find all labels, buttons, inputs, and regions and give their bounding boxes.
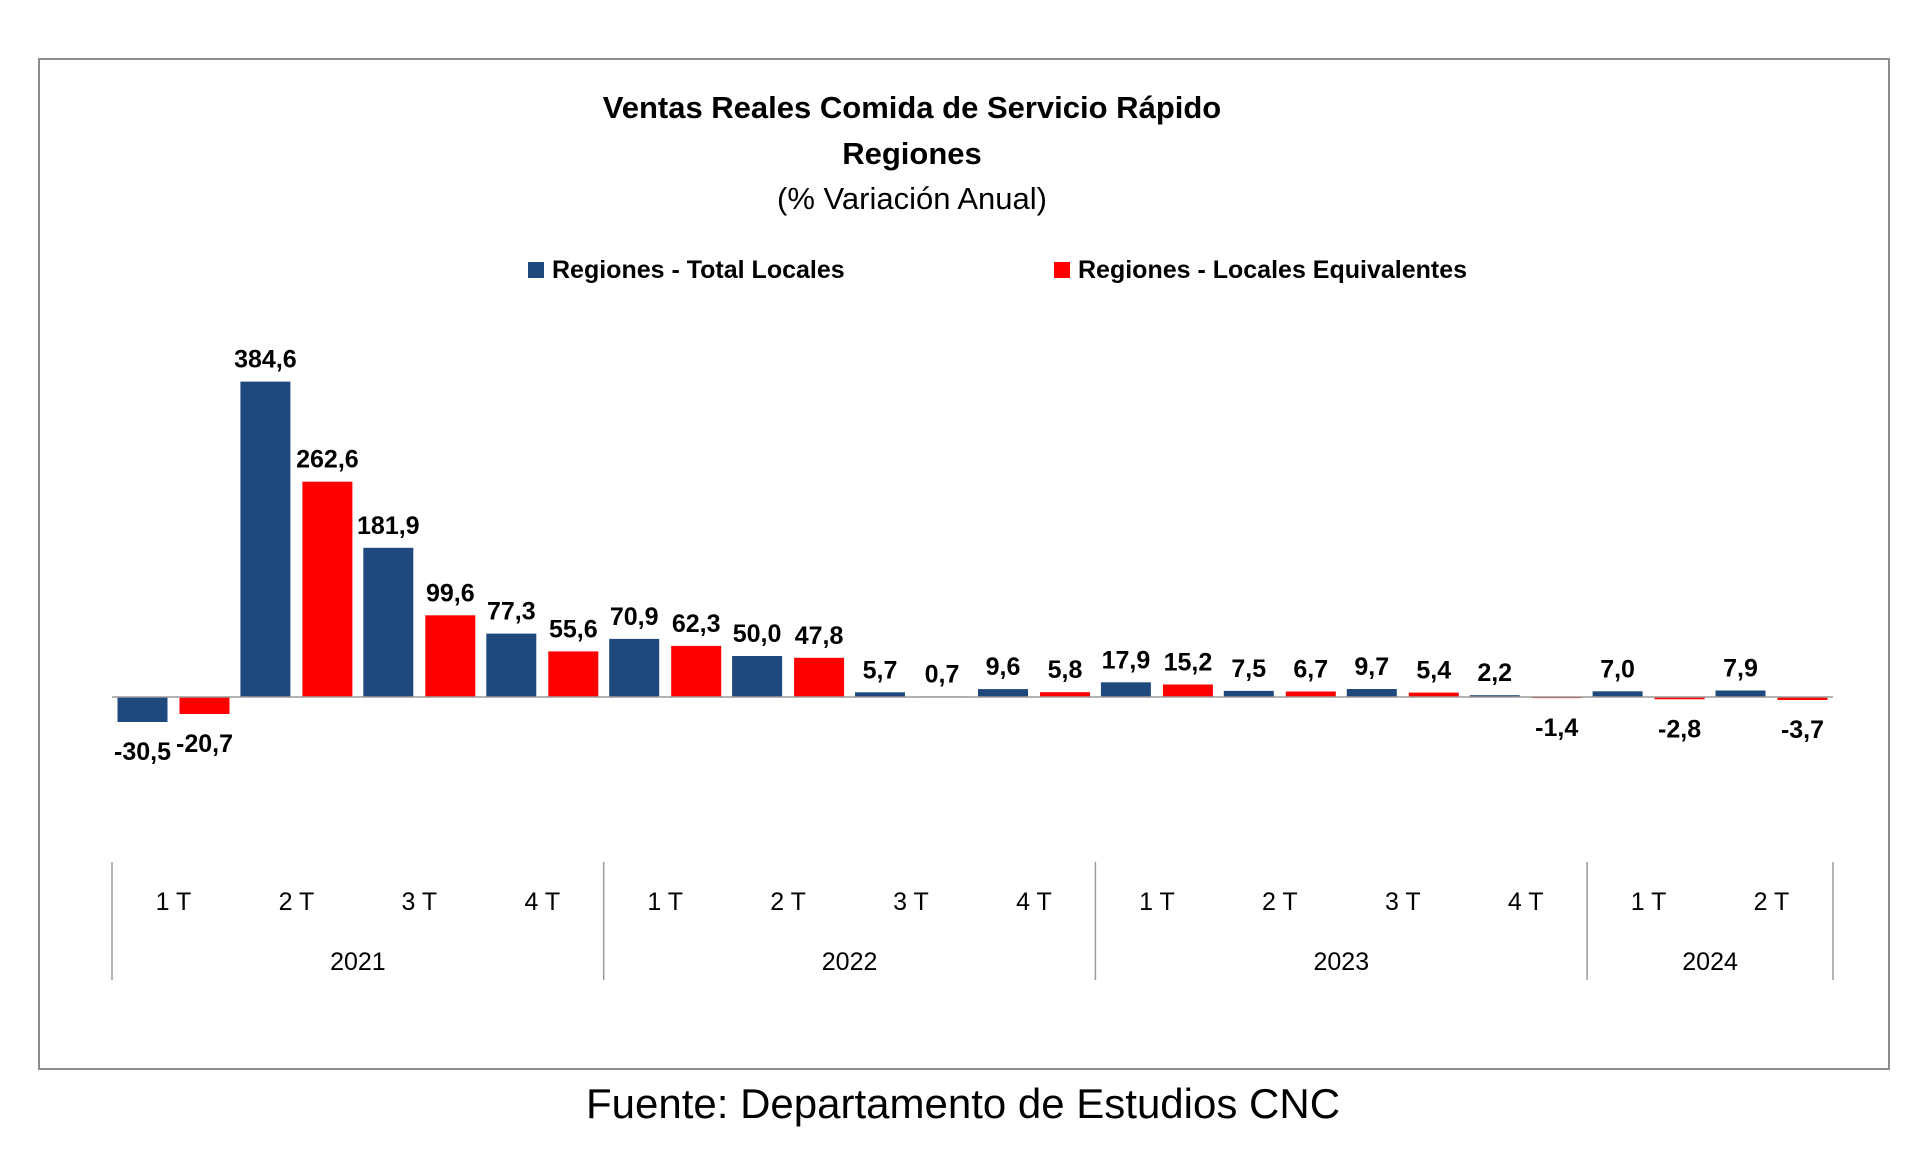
chart-subtitle: Regiones (842, 136, 982, 171)
tick-label-10: 3 T (1385, 888, 1421, 916)
bar-equivalentes-7 (1040, 692, 1090, 697)
chart-unit-note: (% Variación Anual) (777, 181, 1047, 216)
tick-label-1: 2 T (279, 888, 315, 916)
tick-label-12: 1 T (1631, 888, 1667, 916)
tick-label-7: 4 T (1016, 888, 1052, 916)
bar-total-13 (1715, 690, 1766, 697)
data-label-equivalentes-13: -3,7 (1781, 716, 1824, 744)
bar-equivalentes-13 (1777, 697, 1828, 700)
data-label-total-8: 17,9 (1102, 646, 1151, 674)
bar-equivalentes-1 (302, 481, 353, 697)
year-label-2023: 2023 (1313, 948, 1369, 976)
bar-total-7 (978, 689, 1028, 697)
data-label-equivalentes-7: 5,8 (1048, 656, 1083, 684)
data-label-equivalentes-11: -1,4 (1535, 714, 1578, 742)
data-label-total-9: 7,5 (1231, 655, 1266, 683)
data-label-total-1: 384,6 (234, 346, 297, 374)
chart-frame: Ventas Reales Comida de Servicio Rápido … (38, 58, 1890, 1070)
data-label-equivalentes-4: 62,3 (672, 610, 721, 638)
data-label-total-4: 70,9 (610, 603, 659, 631)
chart-svg: Ventas Reales Comida de Servicio Rápido … (111, 90, 1834, 980)
bar-equivalentes-4 (671, 645, 722, 697)
data-label-total-0: -30,5 (114, 738, 171, 766)
data-label-total-11: 2,2 (1477, 659, 1512, 687)
tick-label-8: 1 T (1139, 888, 1175, 916)
tick-label-9: 2 T (1262, 888, 1298, 916)
tick-label-3: 4 T (524, 888, 560, 916)
legend-swatch-total (528, 262, 544, 278)
tick-label-0: 1 T (156, 888, 192, 916)
data-label-total-10: 9,7 (1354, 653, 1389, 681)
data-label-equivalentes-9: 6,7 (1293, 656, 1328, 684)
bar-total-0 (117, 697, 168, 722)
year-label-2022: 2022 (822, 948, 878, 976)
bar-total-6 (855, 692, 905, 697)
data-label-equivalentes-1: 262,6 (296, 446, 359, 474)
data-label-total-3: 77,3 (487, 598, 536, 626)
bar-equivalentes-9 (1285, 691, 1336, 697)
data-label-total-12: 7,0 (1600, 655, 1635, 683)
data-label-total-13: 7,9 (1723, 655, 1758, 683)
legend: Regiones - Total Locales Regiones - Loca… (528, 256, 1467, 284)
bar-total-1 (240, 381, 291, 697)
plot-area: -30,5 384,6 181,9 77,3 70,9 50,0 5,7 9,6 17,9 7,5… (111, 346, 1834, 980)
tick-label-5: 2 T (770, 888, 806, 916)
bar-total-4 (609, 638, 660, 697)
tick-label-2: 3 T (401, 888, 437, 916)
data-label-equivalentes-5: 47,8 (795, 622, 844, 650)
chart-title: Ventas Reales Comida de Servicio Rápido (603, 90, 1222, 125)
data-label-equivalentes-0: -20,7 (176, 730, 233, 758)
bar-total-3 (486, 633, 537, 697)
bar-equivalentes-12 (1654, 697, 1705, 700)
data-label-equivalentes-10: 5,4 (1416, 657, 1451, 685)
tick-label-11: 4 T (1508, 888, 1544, 916)
data-label-equivalentes-6: 0,7 (925, 660, 960, 688)
bar-total-2 (363, 547, 414, 697)
data-label-equivalentes-12: -2,8 (1658, 715, 1701, 743)
bar-equivalentes-0 (179, 697, 230, 714)
bar-total-8 (1100, 682, 1151, 697)
legend-swatch-equivalentes (1054, 262, 1070, 278)
source-note: Fuente: Departamento de Estudios CNC (585, 1080, 1341, 1127)
bar-total-9 (1223, 690, 1274, 697)
year-label-2021: 2021 (330, 948, 386, 976)
legend-label-equivalentes: Regiones - Locales Equivalentes (1078, 256, 1467, 284)
data-label-equivalentes-8: 15,2 (1164, 649, 1213, 677)
bar-total-5 (732, 656, 783, 697)
data-label-equivalentes-3: 55,6 (549, 615, 598, 643)
data-label-equivalentes-2: 99,6 (426, 579, 475, 607)
bar-equivalentes-2 (425, 615, 476, 697)
bar-equivalentes-8 (1162, 684, 1213, 697)
bar-equivalentes-10 (1408, 692, 1459, 697)
tick-label-6: 3 T (893, 888, 929, 916)
data-label-total-5: 50,0 (733, 620, 782, 648)
bar-total-11 (1469, 695, 1520, 697)
bar-total-12 (1592, 691, 1643, 697)
bar-total-10 (1346, 689, 1397, 697)
bar-equivalentes-5 (794, 657, 845, 697)
data-label-total-2: 181,9 (357, 512, 420, 540)
bar-equivalentes-3 (548, 651, 599, 697)
year-label-2024: 2024 (1682, 948, 1738, 976)
tick-label-13: 2 T (1754, 888, 1790, 916)
tick-label-4: 1 T (647, 888, 683, 916)
legend-label-total: Regiones - Total Locales (552, 256, 845, 284)
data-label-total-7: 9,6 (986, 653, 1021, 681)
data-label-total-6: 5,7 (863, 656, 898, 684)
